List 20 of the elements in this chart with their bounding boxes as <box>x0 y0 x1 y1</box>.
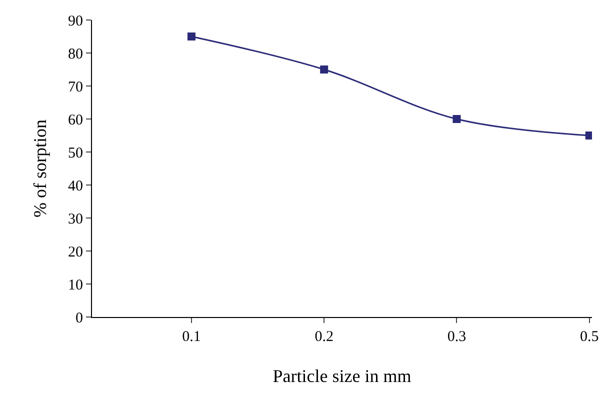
y-tick-label: 10 <box>68 277 83 294</box>
x-axis-title: Particle size in mm <box>272 366 412 386</box>
x-tick-label: 0.3 <box>447 329 466 345</box>
y-tick-label: 50 <box>68 145 83 162</box>
y-tick-label: 80 <box>68 46 83 62</box>
y-tick-label: 70 <box>68 79 83 96</box>
x-tick-label: 0.2 <box>314 329 334 345</box>
x-tick-label: 0.5 <box>580 329 599 345</box>
y-tick-label: 40 <box>68 178 83 194</box>
x-tick-label: 0.1 <box>182 329 201 345</box>
y-tick-label: 60 <box>68 112 83 128</box>
y-axis-title: % of sorption <box>30 120 50 218</box>
y-tick-label: 30 <box>68 211 83 228</box>
y-tick-label: 90 <box>68 13 83 30</box>
y-tick-label: 20 <box>68 244 83 260</box>
point <box>187 32 196 40</box>
y-tick-label: 0 <box>76 310 83 326</box>
point <box>452 115 461 123</box>
point <box>320 66 328 74</box>
point <box>585 132 592 140</box>
